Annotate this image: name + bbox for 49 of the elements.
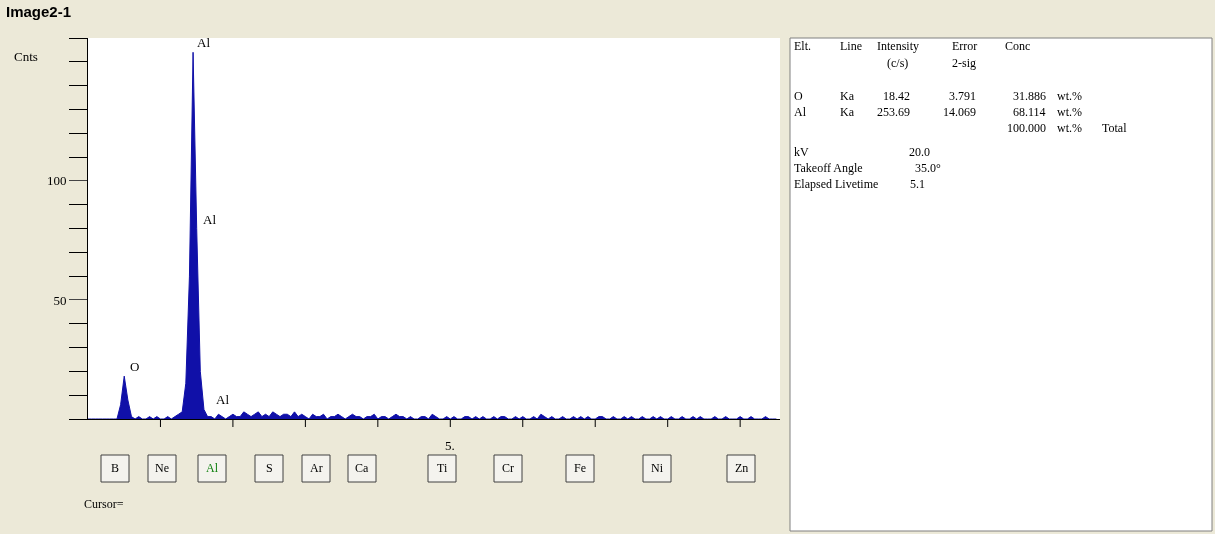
annotation: Al [197, 35, 211, 50]
y-axis-title: Cnts [14, 49, 38, 64]
annotation: O [130, 359, 140, 374]
text: 5. [445, 438, 455, 453]
text: Ni [651, 461, 664, 475]
text: wt.% [1057, 105, 1082, 119]
text: Fe [574, 461, 586, 475]
text: 5.1 [910, 177, 925, 191]
text: Ca [355, 461, 369, 475]
text: Ka [840, 105, 855, 119]
y-tick-label: 100 [46, 173, 67, 189]
text: wt.% [1057, 89, 1082, 103]
text: Takeoff Angle [794, 161, 863, 175]
text: 253.69 [877, 105, 910, 119]
text: Ar [310, 461, 323, 475]
text: 3.791 [949, 89, 976, 103]
text: 100.000 [1007, 121, 1046, 135]
text: Line [840, 39, 862, 53]
text: Conc [1005, 39, 1031, 53]
text: Elapsed Livetime [794, 177, 879, 191]
text: wt.% [1057, 121, 1082, 135]
text: 20.0 [909, 145, 930, 159]
text: (c/s) [887, 56, 909, 70]
text: B [111, 461, 120, 475]
chart-title: Image2-1 [6, 3, 72, 20]
text: kV [794, 145, 809, 159]
text: 2-sig [952, 56, 976, 70]
text: S [266, 461, 273, 475]
text: Zn [735, 461, 749, 475]
text: Intensity [877, 39, 919, 53]
text: Error [952, 39, 978, 53]
text: 18.42 [883, 89, 910, 103]
text: Cursor= [84, 497, 124, 511]
text: 35.0° [915, 161, 941, 175]
text: O [794, 89, 803, 103]
text: Ka [840, 89, 855, 103]
annotation: Al [216, 392, 230, 407]
text: Total [1102, 121, 1128, 135]
annotation: Al [203, 212, 217, 227]
text: 31.886 [1013, 89, 1046, 103]
text: Cr [502, 461, 514, 475]
text: Al [206, 461, 219, 475]
text: 68.114 [1013, 105, 1046, 119]
text: Elt. [794, 39, 811, 53]
text: 14.069 [943, 105, 976, 119]
text: Al [794, 105, 807, 119]
y-tick-label: 50 [53, 292, 67, 308]
text: Ne [155, 461, 169, 475]
text: Ti [437, 461, 448, 475]
